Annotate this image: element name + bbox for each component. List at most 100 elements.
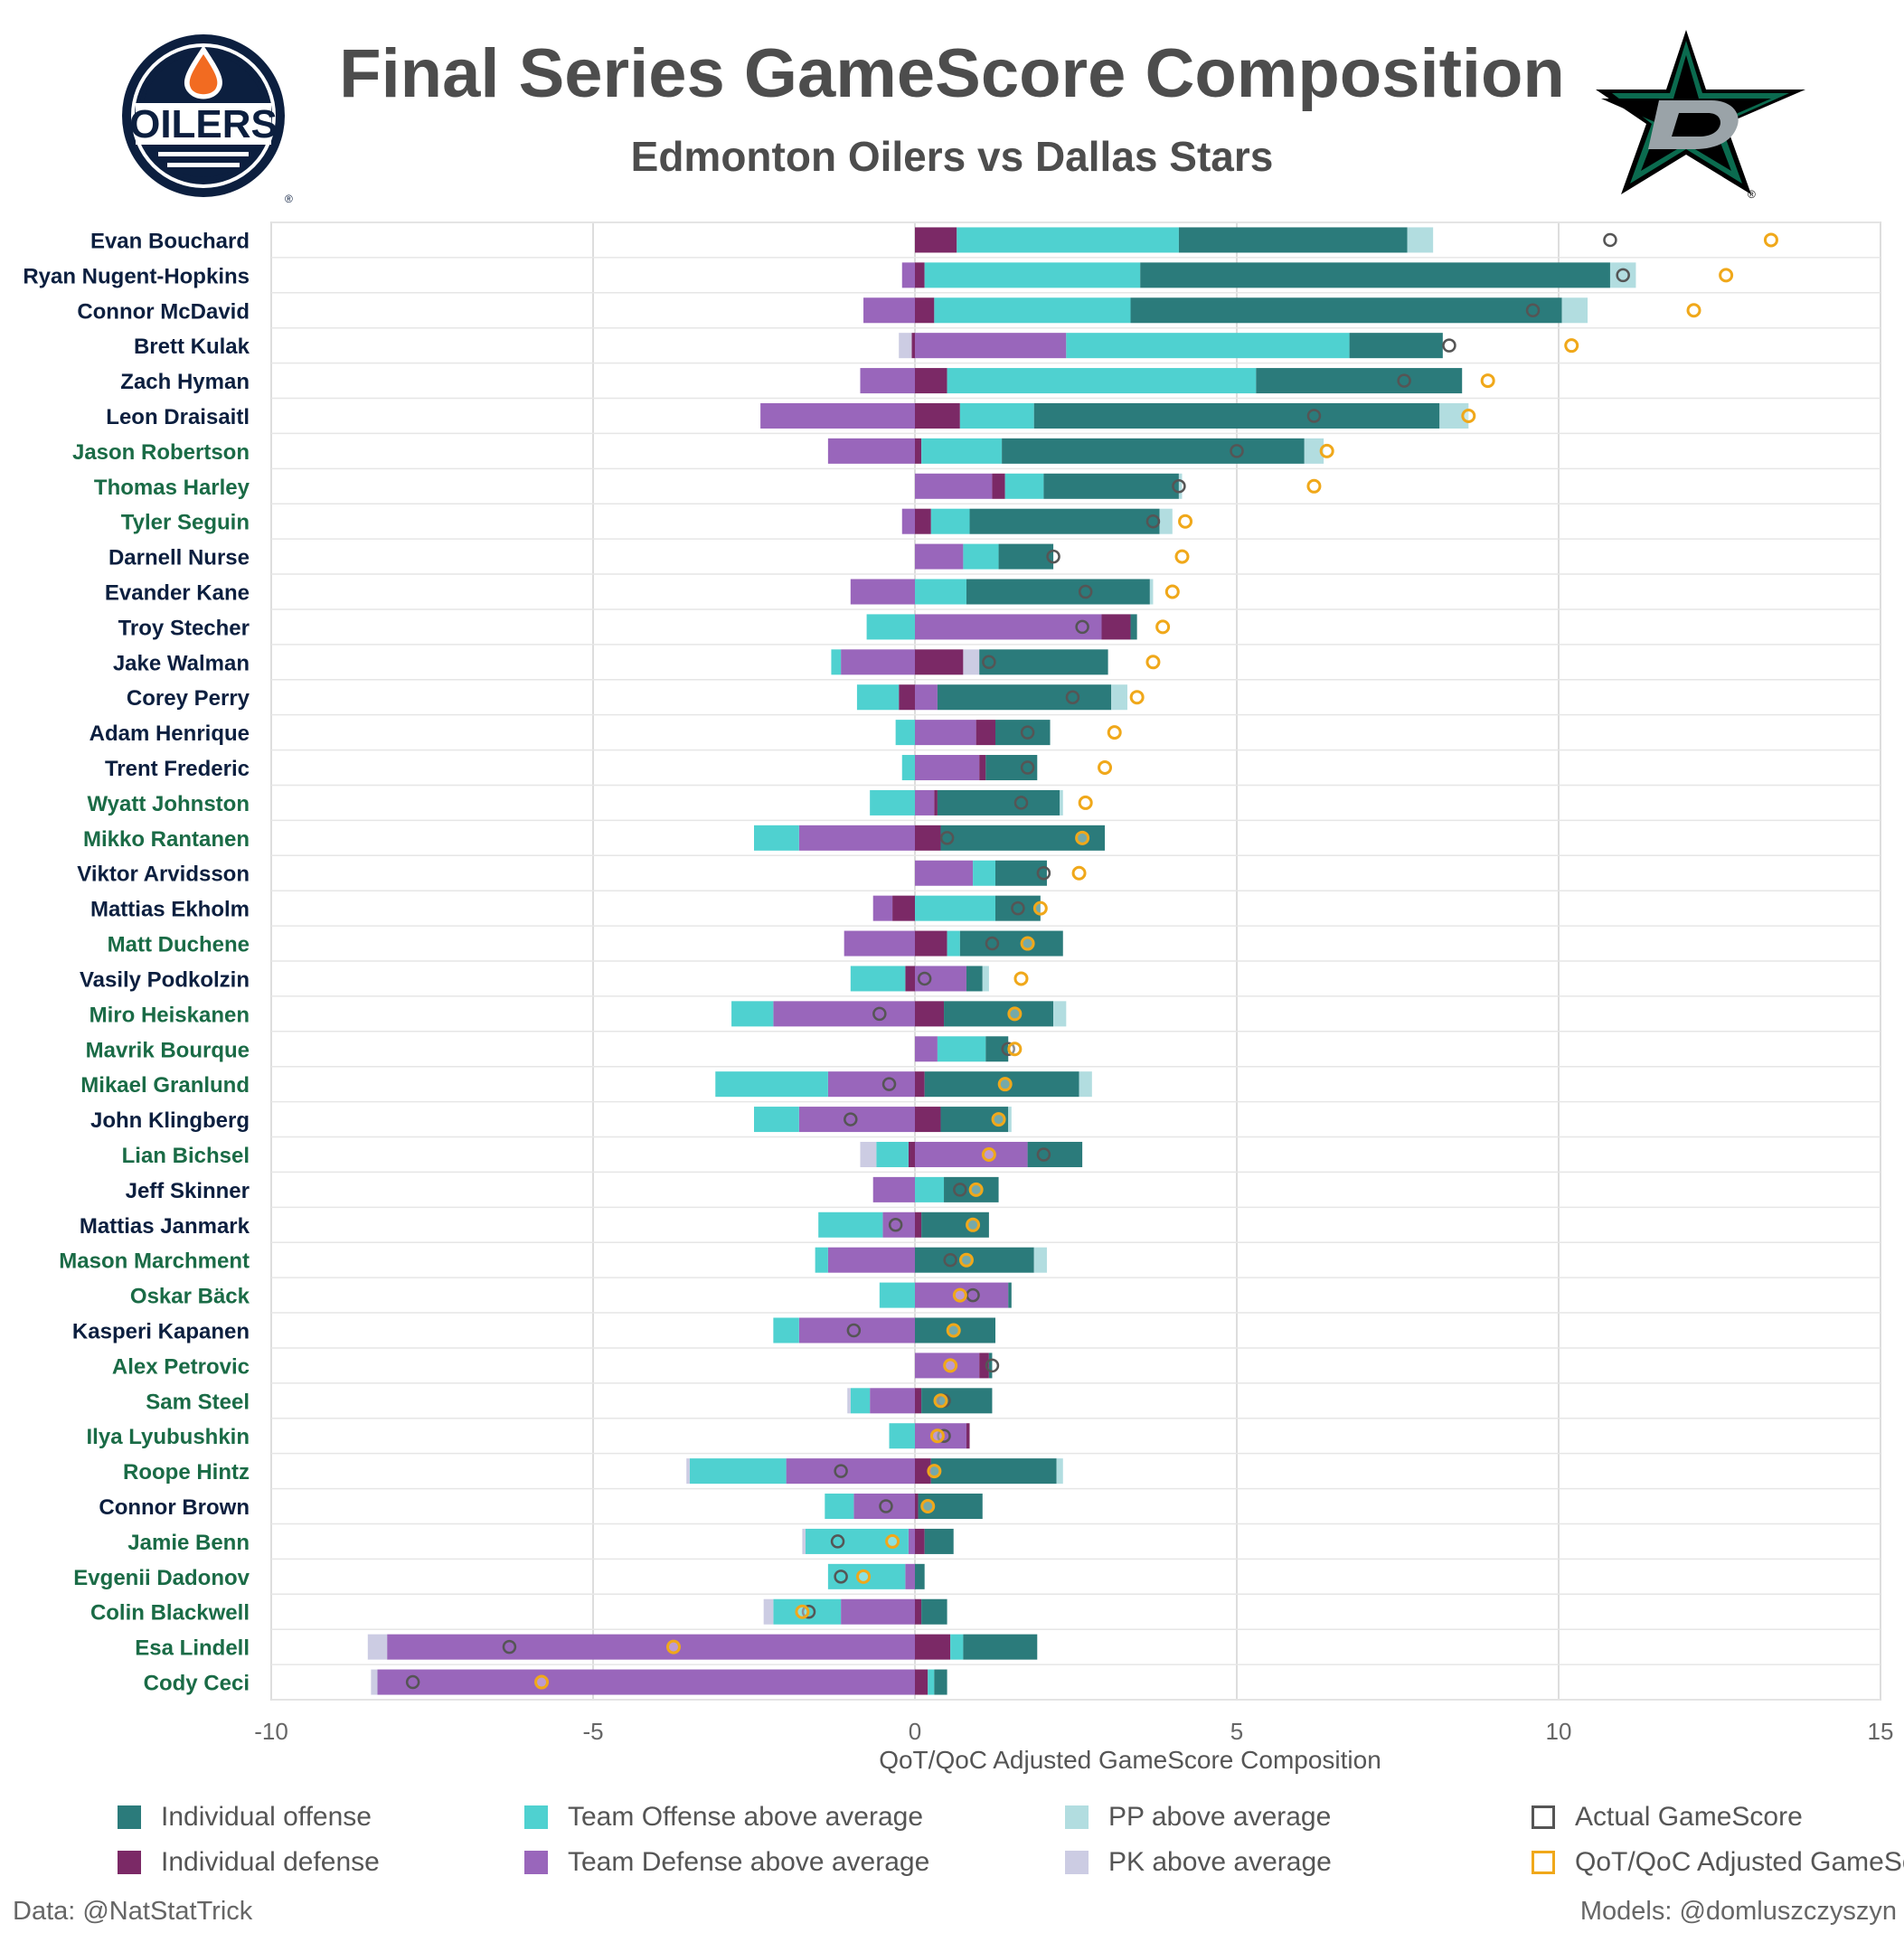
player-label: Brett Kulak (134, 335, 250, 359)
gamescore-chart: Evan Bouchard Ryan Nugent-Hopkins Connor M… (23, 222, 1893, 1774)
bar-team-offense (950, 1634, 964, 1660)
bar-individual-offense (1256, 368, 1463, 394)
bar-individual-defense (915, 930, 947, 957)
bar-team-offense (1004, 473, 1044, 499)
model-credit: Models: @domluszczyszyn (1579, 1897, 1897, 1926)
bar-team-defense (915, 543, 964, 570)
bar-pp (1304, 438, 1324, 464)
bar-individual-defense (899, 684, 915, 711)
actual-gamescore-marker (834, 1464, 848, 1478)
bar-pk (963, 649, 980, 675)
x-tick-label: -10 (254, 1718, 288, 1745)
player-label: Evander Kane (105, 581, 250, 606)
bar-team-defense (827, 1071, 915, 1098)
svg-text:OILERS: OILERS (129, 102, 278, 146)
actual-gamescore-marker (834, 1570, 848, 1584)
player-label: Jake Walman (113, 651, 250, 675)
bar-individual-defense (915, 1107, 941, 1133)
legend-label: Individual defense (161, 1847, 380, 1877)
x-tick-label: 10 (1546, 1718, 1572, 1745)
bar-individual-defense (915, 438, 922, 464)
player-label: Connor Brown (99, 1495, 250, 1520)
bar-individual-offense (966, 579, 1150, 605)
player-label: Evgenii Dadonov (73, 1566, 250, 1590)
bar-pp (1178, 473, 1183, 499)
bar-individual-offense (921, 1598, 947, 1625)
actual-gamescore-marker (982, 655, 996, 670)
bar-individual-offense (1130, 297, 1562, 324)
x-tick-label: -5 (582, 1718, 603, 1745)
bar-pk (367, 1634, 388, 1660)
bar-individual-defense (915, 825, 941, 851)
adjusted-gamescore-marker (952, 1287, 967, 1303)
player-label: Vasily Podkolzin (80, 967, 250, 992)
actual-gamescore-marker (1075, 619, 1089, 635)
adjusted-gamescore-marker (927, 1464, 942, 1479)
bar-individual-defense (915, 368, 947, 394)
player-label: Lian Bichsel (122, 1144, 250, 1168)
bar-individual-offense (1008, 1282, 1012, 1308)
adjusted-gamescore-marker (958, 1252, 974, 1268)
bar-team-offense (915, 579, 966, 605)
x-tick-label: 5 (1230, 1718, 1243, 1745)
adjusted-gamescore-marker (1178, 514, 1193, 529)
bar-team-defense (827, 438, 915, 464)
bar-team-offense (731, 1001, 774, 1027)
adjusted-gamescore-marker (1719, 268, 1734, 283)
adjusted-gamescore-marker (534, 1674, 550, 1690)
bar-individual-offense (930, 1458, 1057, 1485)
adjusted-gamescore-marker (1020, 936, 1035, 951)
bar-team-defense (915, 1353, 980, 1379)
actual-gamescore-marker (1603, 232, 1617, 248)
bar-individual-defense (979, 755, 986, 781)
legend-swatch (118, 1805, 141, 1829)
actual-gamescore-marker (881, 1077, 897, 1091)
bar-pp (982, 966, 989, 992)
player-label: Jeff Skinner (126, 1179, 250, 1203)
actual-gamescore-marker (1525, 303, 1541, 318)
player-label: Trent Frederic (105, 757, 250, 781)
adjusted-gamescore-marker (1129, 690, 1145, 705)
bar-team-defense (915, 720, 976, 746)
player-label: Alex Petrovic (112, 1354, 250, 1379)
actual-gamescore-marker (937, 1428, 951, 1443)
bar-team-defense (915, 1282, 1009, 1308)
bar-individual-defense (915, 1388, 922, 1414)
bar-team-offense (937, 1036, 986, 1062)
bar-individual-offense (988, 1353, 993, 1379)
bar-team-offense (805, 1528, 909, 1554)
bar-team-offense (1066, 333, 1350, 359)
bar-individual-defense (908, 1141, 915, 1167)
legend-swatch (524, 1851, 548, 1874)
bar-individual-offense (1002, 438, 1305, 464)
player-label: Oskar Bäck (130, 1285, 250, 1309)
bar-individual-offense (937, 789, 1060, 815)
adjusted-gamescore-marker (1319, 443, 1334, 458)
player-label: Cody Ceci (144, 1672, 250, 1696)
bar-individual-offense (915, 1247, 1034, 1273)
actual-gamescore-marker (879, 1499, 893, 1513)
player-label: Jason Robertson (72, 440, 250, 465)
legend-swatch (1532, 1851, 1555, 1874)
bar-individual-offense (963, 1634, 1038, 1660)
bar-team-defense (908, 1528, 915, 1554)
actual-gamescore-marker (1172, 479, 1186, 494)
actual-gamescore-marker (872, 1006, 887, 1022)
actual-gamescore-marker (1013, 796, 1029, 810)
bar-team-defense (915, 966, 966, 992)
bar-team-defense (841, 1598, 915, 1625)
bar-individual-offense (1178, 227, 1408, 253)
bar-team-offense (889, 1423, 915, 1449)
bar-team-offense (924, 262, 1141, 288)
legend-label: PK above average (1108, 1847, 1332, 1877)
actual-gamescore-marker (1065, 690, 1080, 704)
adjusted-gamescore-marker (1075, 830, 1090, 845)
adjusted-gamescore-marker (991, 1112, 1006, 1127)
adjusted-gamescore-marker (1564, 338, 1579, 354)
adjusted-gamescore-marker (968, 1182, 984, 1197)
player-label: Ryan Nugent-Hopkins (23, 264, 250, 288)
actual-gamescore-marker (985, 1358, 1000, 1373)
bar-individual-offense (969, 508, 1160, 534)
bar-team-defense (760, 402, 915, 429)
legend-swatch (1532, 1805, 1555, 1829)
